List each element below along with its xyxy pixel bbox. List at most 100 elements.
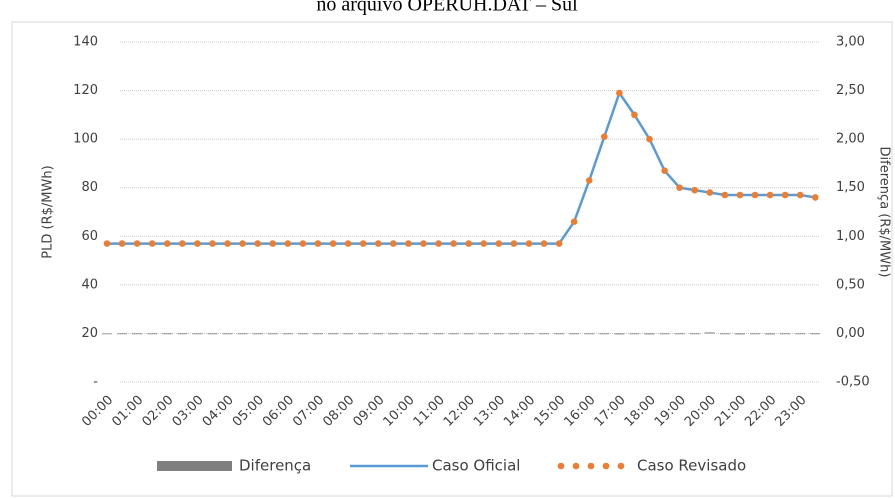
dot: [239, 240, 246, 247]
bar: [207, 333, 218, 335]
x-tick-label: 06:00: [260, 393, 297, 430]
bar: [252, 333, 263, 335]
bar: [478, 333, 489, 335]
bar: [704, 332, 715, 334]
dot: [314, 240, 322, 247]
dot: [510, 240, 518, 247]
bar: [388, 333, 399, 335]
y2-tick-label: 2,50: [836, 83, 865, 98]
bar: [599, 333, 610, 335]
bar: [237, 333, 248, 335]
dot: [284, 240, 292, 247]
x-tick-label: 21:00: [712, 393, 749, 430]
chart-frame: [11, 21, 893, 497]
y-tick-label: 140: [73, 35, 98, 50]
bar: [312, 333, 323, 335]
x-tick-label: 17:00: [592, 393, 629, 430]
bar: [433, 333, 444, 335]
bar: [328, 333, 339, 335]
dot: [601, 133, 608, 141]
x-tick-label: 23:00: [772, 393, 809, 430]
dot: [796, 191, 804, 199]
x-tick-label: 22:00: [742, 393, 779, 430]
dot: [736, 191, 744, 199]
dot: [194, 240, 201, 247]
bar: [523, 333, 534, 335]
bar: [282, 333, 293, 335]
bar: [644, 333, 655, 335]
bar: [659, 333, 670, 335]
bar: [765, 333, 776, 335]
y-tick-label: 60: [81, 229, 98, 244]
bar: [689, 333, 700, 335]
dot: [269, 240, 277, 247]
y-axis-label: PLD (R$/MWh): [41, 165, 56, 258]
dot: [570, 218, 578, 226]
bar: [162, 333, 173, 335]
bar: [403, 333, 414, 335]
chart-title: no arquivo OPERUH.DAT – Sul: [316, 0, 578, 16]
y2-tick-label: -0,50: [836, 375, 870, 390]
bar: [102, 333, 112, 335]
legend-label: Diferença: [239, 457, 311, 475]
legend-swatch: [617, 462, 625, 470]
dot: [691, 186, 699, 194]
dot: [148, 240, 156, 247]
dot: [133, 240, 141, 247]
bar: [358, 333, 369, 335]
dot: [450, 240, 457, 247]
bar: [132, 333, 143, 335]
x-tick-label: 05:00: [230, 393, 267, 430]
x-tick-label: 11:00: [411, 393, 448, 430]
dot: [495, 240, 503, 247]
bar: [750, 333, 761, 335]
x-tick-label: 00:00: [79, 393, 116, 430]
dot: [163, 240, 171, 247]
dot: [555, 240, 563, 247]
bar: [614, 333, 625, 335]
dot: [224, 240, 231, 247]
bar: [222, 333, 233, 335]
line: [107, 90, 816, 245]
x-tick-label: 02:00: [139, 393, 176, 430]
dot: [721, 191, 729, 199]
x-tick-label: 19:00: [652, 393, 689, 430]
x-tick-label: 09:00: [350, 393, 387, 430]
bar: [463, 333, 474, 335]
bar: [569, 333, 580, 335]
y2-tick-label: 0,00: [836, 326, 865, 341]
dot: [118, 240, 126, 247]
y-tick-label: 100: [73, 132, 98, 147]
legend-label: Caso Revisado: [637, 457, 746, 475]
dot: [435, 240, 442, 247]
dot: [344, 240, 352, 247]
legend-swatch: [587, 462, 595, 470]
y2-tick-label: 1,50: [836, 180, 865, 195]
dot: [103, 240, 111, 247]
dot: [359, 240, 367, 247]
x-tick-label: 10:00: [381, 393, 418, 430]
bar: [780, 333, 791, 335]
legend-swatch: [602, 462, 610, 470]
y2-tick-label: 1,00: [836, 229, 865, 244]
dot: [585, 177, 593, 184]
bar: [267, 333, 278, 335]
bar: [539, 333, 550, 335]
x-tick-label: 20:00: [682, 393, 719, 430]
dot: [179, 240, 186, 247]
y2-axis-label: Diferença (R$/MWh): [877, 147, 892, 278]
bar: [554, 333, 565, 335]
x-tick-label: 15:00: [531, 393, 568, 430]
dot: [811, 194, 819, 201]
dot: [540, 240, 548, 247]
dot: [390, 240, 397, 247]
dot: [781, 191, 789, 199]
bar: [177, 333, 188, 335]
bar: [418, 333, 429, 335]
x-tick-label: 14:00: [501, 393, 538, 430]
dot: [661, 167, 668, 175]
x-tick-label: 13:00: [471, 393, 508, 430]
dot: [751, 191, 759, 199]
y2-tick-label: 2,00: [836, 132, 865, 147]
